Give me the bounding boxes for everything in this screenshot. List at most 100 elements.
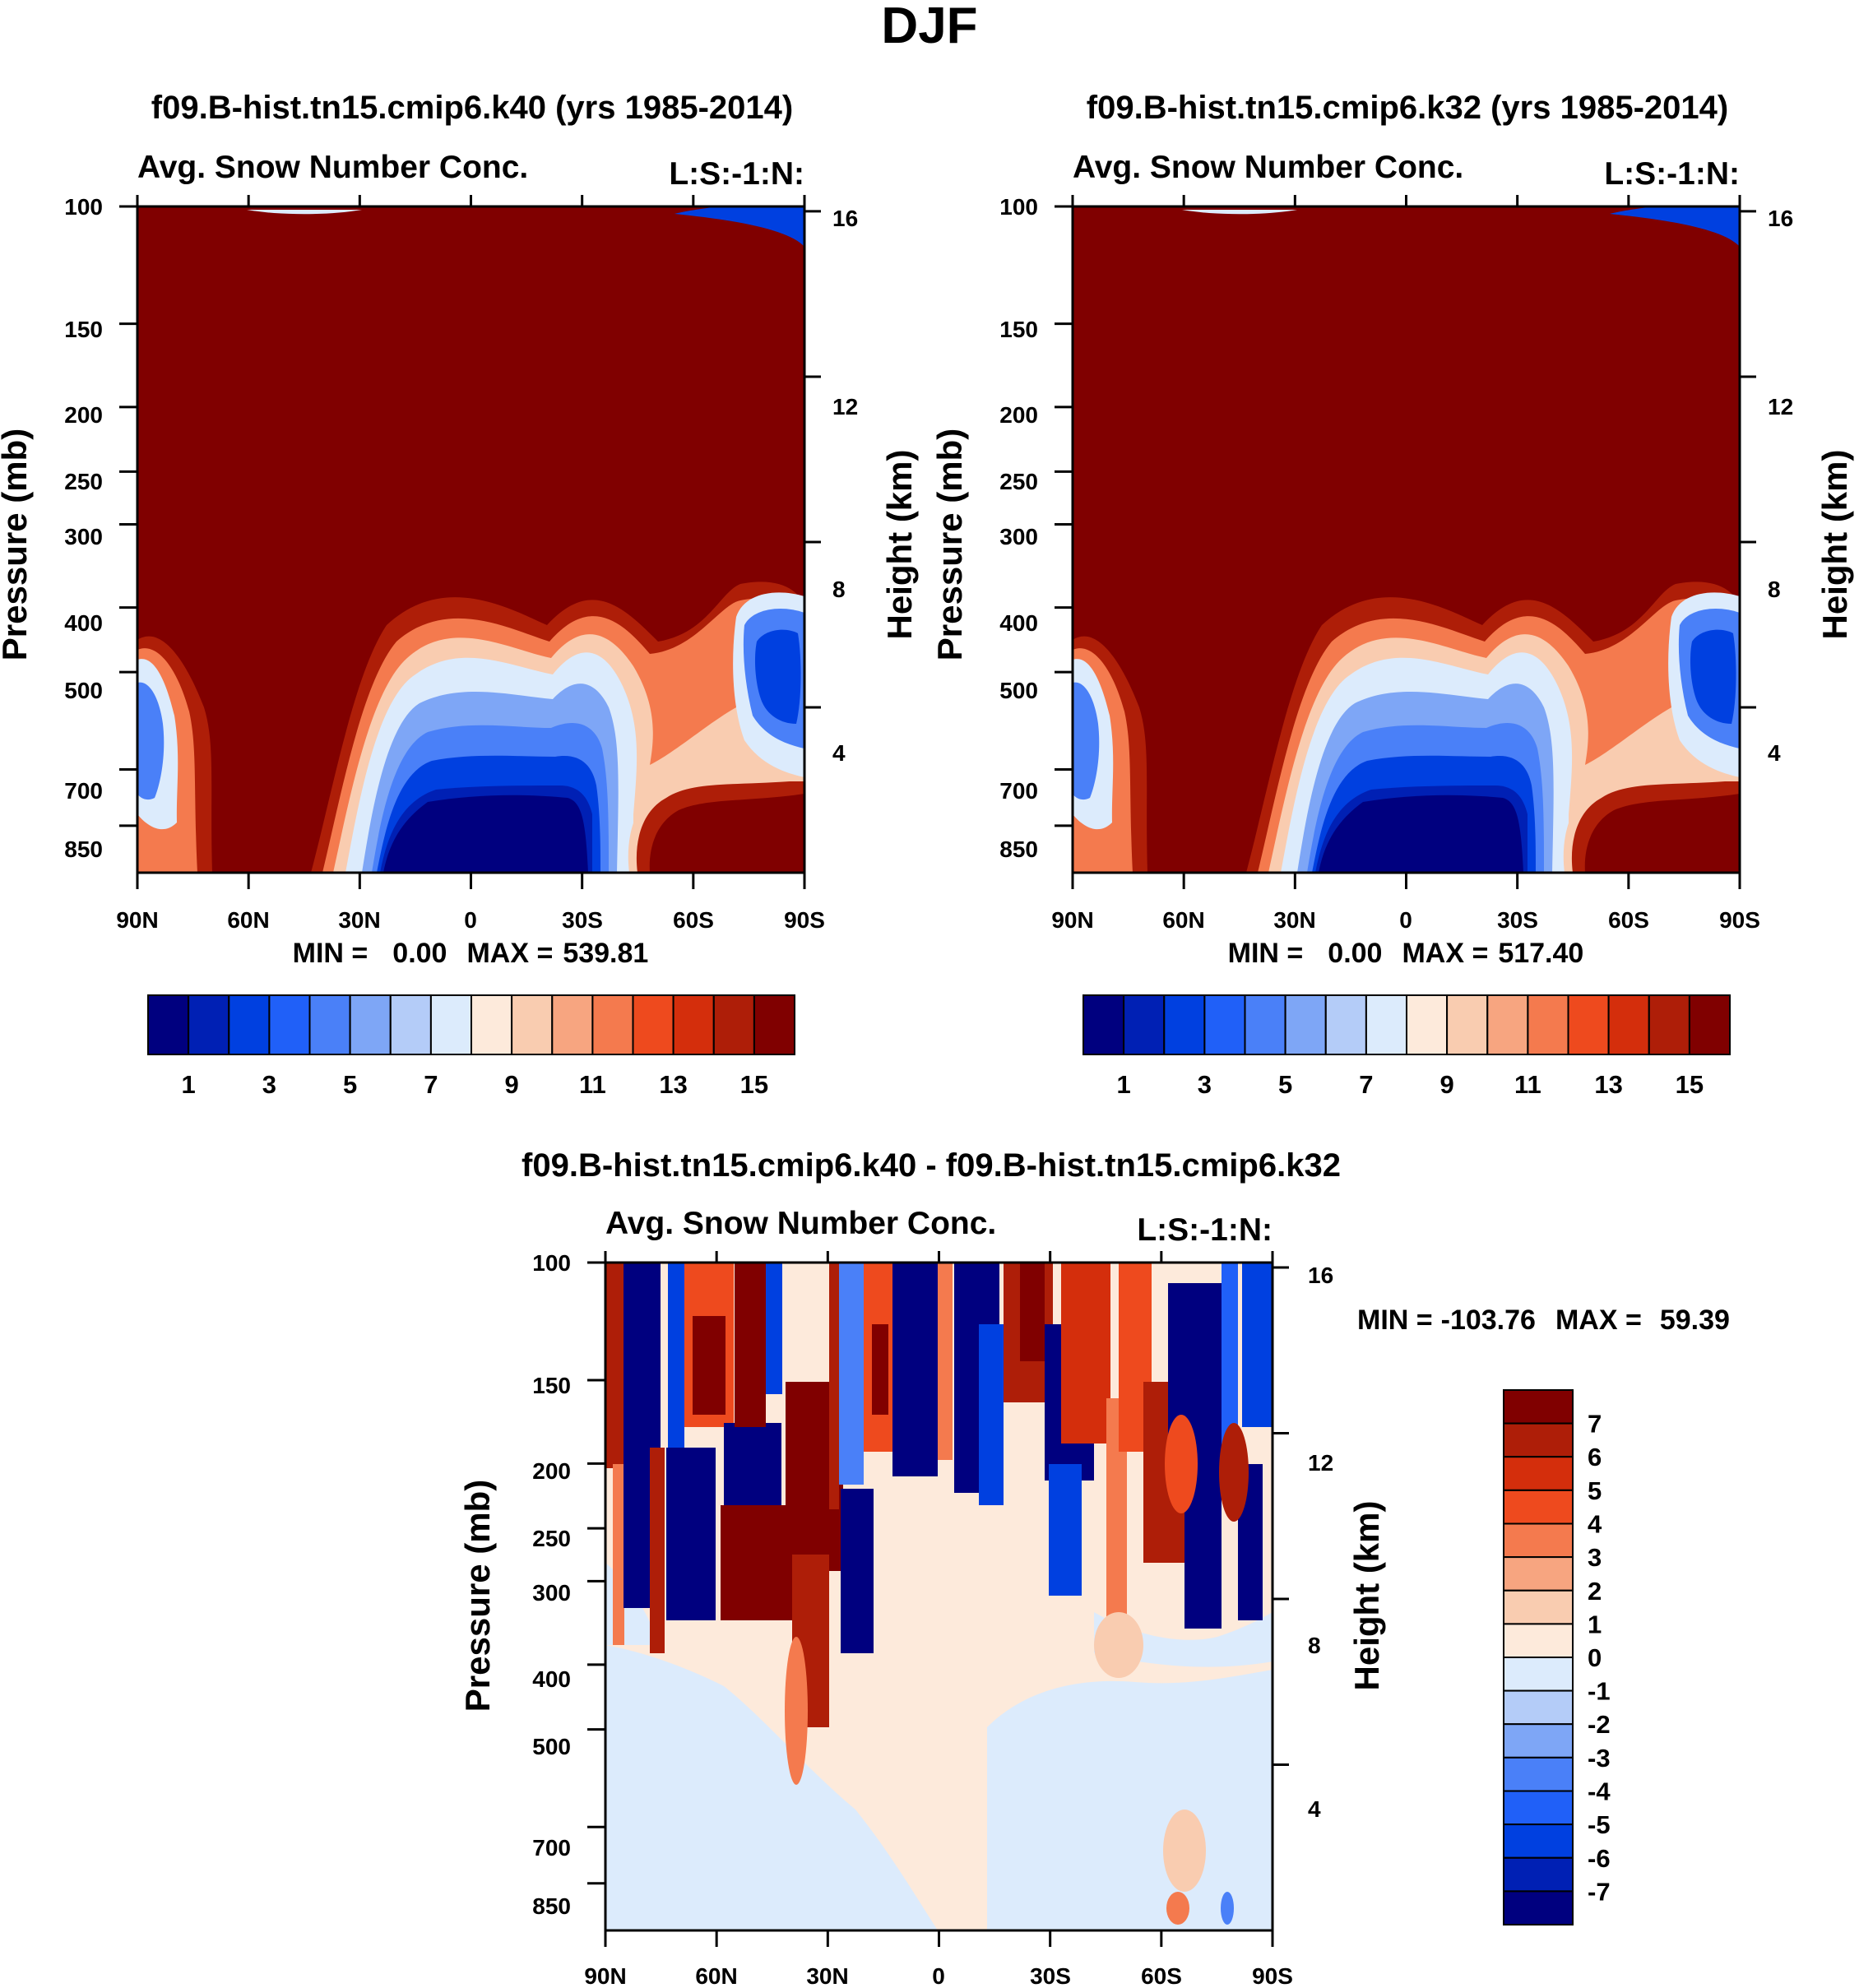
colorbar-swatch <box>1406 994 1449 1055</box>
y-tick-label: 150 <box>64 317 103 342</box>
colorbar-swatch <box>712 994 755 1055</box>
y-tick-label: 300 <box>999 524 1038 549</box>
colorbar-swatch <box>1324 994 1367 1055</box>
y-tick-label: 100 <box>532 1250 571 1276</box>
blob-37 <box>1165 1415 1198 1513</box>
field-band-26 <box>1610 206 1740 247</box>
plot-area <box>1073 206 1740 873</box>
y-tick-label: 300 <box>64 524 103 549</box>
colorbar-swatch <box>1503 1589 1574 1625</box>
colorbar-swatch <box>1503 1623 1574 1659</box>
x-tick-label: 90N <box>116 907 158 933</box>
stripe-4 <box>650 1448 665 1653</box>
min-max-readout: MIN = -103.76 MAX = 59.39 <box>1357 1304 1730 1336</box>
colorbar-swatch <box>632 994 675 1055</box>
y-tick-label: 400 <box>64 610 103 636</box>
y-tick-label: 200 <box>999 402 1038 428</box>
colorbar-swatch <box>1503 1890 1574 1925</box>
colorbar <box>1503 1389 1574 1925</box>
colorbar-swatch <box>511 994 554 1055</box>
colorbar-label: -1 <box>1588 1677 1611 1706</box>
x-tick-label: 60S <box>1141 1963 1182 1988</box>
y-axis-title: Pressure (mb) <box>0 429 34 660</box>
colorbar-swatch <box>1503 1790 1574 1826</box>
colorbar-swatch <box>1503 1422 1574 1458</box>
max-label: MAX = <box>1555 1304 1642 1336</box>
stripe-23 <box>979 1324 1004 1505</box>
colorbar-swatch <box>1082 994 1125 1055</box>
min-label: MIN = <box>1357 1304 1433 1336</box>
stripe-1 <box>605 1263 624 1468</box>
colorbar-label: -4 <box>1588 1777 1611 1806</box>
stripe-10 <box>721 1505 795 1620</box>
colorbar-labels: 1 3 5 7 9 11 13 15 <box>181 1070 768 1099</box>
y2-tick-label: 12 <box>832 394 858 419</box>
y-tick-label: 100 <box>64 194 103 220</box>
field-band-19 <box>1319 795 1523 873</box>
colorbar-swatch <box>1607 994 1650 1055</box>
panel-subtitle-left: Avg. Snow Number Conc. <box>1073 150 1463 185</box>
max-value: 517.40 <box>1498 938 1583 969</box>
y-tick-label: 150 <box>532 1373 571 1398</box>
blob-39 <box>785 1637 808 1785</box>
x-tick-label: 30S <box>562 907 603 933</box>
y-tick-label: 500 <box>999 678 1038 703</box>
page-title: DJF <box>881 0 977 54</box>
y2-tick-label: 12 <box>1308 1450 1333 1476</box>
colorbar-swatch <box>349 994 392 1055</box>
colorbar-label: -6 <box>1588 1844 1611 1873</box>
field-band-27 <box>247 210 362 215</box>
colorbar-label: 4 <box>1588 1510 1602 1539</box>
field-band-25 <box>1690 629 1736 724</box>
stripe-20 <box>892 1263 938 1476</box>
colorbar-label: 3 <box>262 1070 276 1099</box>
x-tick-labels: 90N 60N 30N 0 30S 60S 90S <box>1051 907 1760 933</box>
colorbar-swatch <box>1284 994 1327 1055</box>
stripe-16 <box>841 1489 874 1653</box>
x-tick-label: 30S <box>1030 1963 1071 1988</box>
colorbar-swatch <box>471 994 513 1055</box>
stripe-7 <box>693 1316 726 1415</box>
y-tick-label: 500 <box>64 678 103 703</box>
colorbar-swatch <box>1503 1856 1574 1893</box>
blob-42 <box>1221 1892 1234 1925</box>
blob-43 <box>1094 1612 1143 1678</box>
panel-title: f09.B-hist.tn15.cmip6.k32 (yrs 1985-2014… <box>1087 90 1728 126</box>
panel-subtitle-right: L:S:-1:N: <box>669 156 804 192</box>
panel-subtitle-right: L:S:-1:N: <box>1604 156 1740 192</box>
min-max-readout: MIN = 0.00 MAX = 517.40 <box>1228 938 1584 969</box>
colorbar-label: -3 <box>1588 1744 1611 1773</box>
colorbar-swatch <box>188 994 230 1055</box>
plot-area <box>605 1263 1273 1930</box>
y-tick-label: 150 <box>999 317 1038 342</box>
colorbar-label: 1 <box>1588 1610 1602 1638</box>
y2-tick-label: 8 <box>1308 1633 1321 1658</box>
y-axis-title: Pressure (mb) <box>458 1480 497 1712</box>
x-tick-label: 30N <box>1273 907 1315 933</box>
colorbar-labels: 1 3 5 7 9 11 13 15 <box>1116 1070 1704 1099</box>
y-tick-label: 250 <box>999 469 1038 494</box>
stripe-12 <box>766 1263 782 1394</box>
colorbar-swatch <box>1365 994 1408 1055</box>
colorbar-label: 5 <box>1588 1476 1602 1505</box>
x-tick-label: 0 <box>1399 907 1412 933</box>
field-band-26 <box>675 206 804 247</box>
colorbar-swatch <box>147 994 190 1055</box>
max-label: MAX = <box>1402 938 1488 969</box>
colorbar-label: 9 <box>504 1070 518 1099</box>
colorbar-swatch <box>1503 1756 1574 1792</box>
panel-subtitle-left: Avg. Snow Number Conc. <box>605 1206 996 1241</box>
colorbar-swatch <box>1503 1489 1574 1525</box>
colorbar-swatch <box>1648 994 1690 1055</box>
stripe-15 <box>829 1263 839 1509</box>
stripe-19 <box>872 1324 888 1415</box>
y-tick-label: 200 <box>532 1458 571 1484</box>
blob-38 <box>1219 1423 1249 1522</box>
min-value: -103.76 <box>1441 1304 1536 1336</box>
y2-tick-label: 8 <box>832 577 846 602</box>
y-tick-label: 700 <box>532 1835 571 1861</box>
colorbar-swatch <box>1486 994 1529 1055</box>
y-tick-label: 200 <box>64 402 103 428</box>
panel-subtitle-left: Avg. Snow Number Conc. <box>137 150 528 185</box>
y-tick-label: 250 <box>64 469 103 494</box>
